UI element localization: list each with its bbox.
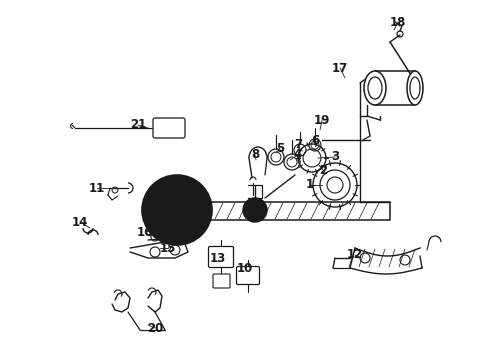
Text: 8: 8 xyxy=(251,148,259,162)
FancyBboxPatch shape xyxy=(213,274,230,288)
Text: 20: 20 xyxy=(147,321,163,334)
Circle shape xyxy=(243,198,267,222)
Text: 4: 4 xyxy=(294,148,302,162)
Text: 5: 5 xyxy=(276,141,284,154)
Circle shape xyxy=(142,175,212,245)
Text: 11: 11 xyxy=(89,181,105,194)
Text: 17: 17 xyxy=(332,62,348,75)
Text: 18: 18 xyxy=(390,15,406,28)
Text: 14: 14 xyxy=(72,216,88,229)
Text: 3: 3 xyxy=(331,150,339,163)
Text: 15: 15 xyxy=(160,242,176,255)
Text: 2: 2 xyxy=(319,163,327,176)
Text: 19: 19 xyxy=(314,113,330,126)
FancyBboxPatch shape xyxy=(153,118,185,138)
FancyBboxPatch shape xyxy=(209,247,234,267)
Text: 1: 1 xyxy=(306,179,314,192)
Text: 6: 6 xyxy=(311,134,319,147)
Ellipse shape xyxy=(407,71,423,105)
Text: 13: 13 xyxy=(210,252,226,265)
Text: 21: 21 xyxy=(130,118,146,131)
Ellipse shape xyxy=(364,71,386,105)
Text: 7: 7 xyxy=(294,139,302,152)
FancyBboxPatch shape xyxy=(237,266,260,284)
Text: 9: 9 xyxy=(251,198,259,211)
Text: 16: 16 xyxy=(137,225,153,238)
Text: 12: 12 xyxy=(347,248,363,261)
Text: 10: 10 xyxy=(237,261,253,274)
